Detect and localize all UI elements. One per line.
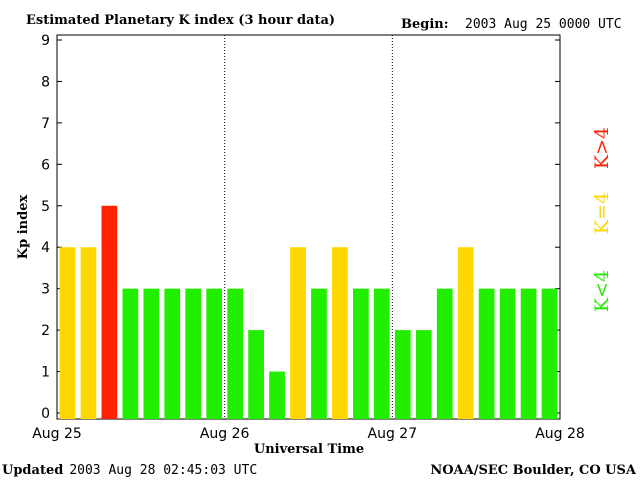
y-tick-label: 8 [41, 74, 50, 90]
y-tick-label: 1 [41, 365, 50, 381]
legend-high: K>4 [591, 127, 613, 169]
y-tick-label: 4 [41, 240, 50, 256]
kp-bar [248, 330, 264, 419]
kp-bar [59, 247, 76, 419]
kp-bar [122, 288, 139, 419]
kp-bar [499, 288, 516, 419]
y-tick-label: 2 [41, 323, 50, 339]
kp-bar [164, 288, 181, 419]
kp-bar [394, 330, 411, 419]
y-tick-label: 3 [41, 282, 50, 298]
legend-low: K<4 [591, 270, 613, 312]
kp-bar [269, 371, 285, 419]
x-day-label: Aug 25 [32, 426, 82, 442]
x-day-label: Aug 27 [368, 426, 418, 442]
kp-bar [436, 288, 453, 419]
updated-line: Updated 2003 Aug 28 02:45:03 UTC [2, 463, 257, 478]
kp-bar [415, 330, 432, 419]
kp-bar [227, 288, 244, 419]
kp-bar [206, 288, 223, 419]
kp-bar [541, 288, 558, 419]
y-tick-label: 7 [41, 116, 50, 132]
credit-text: NOAA/SEC Boulder, CO USA [430, 463, 637, 478]
bars [59, 205, 558, 419]
x-axis-day-labels: Aug 25 Aug 26 Aug 27 Aug 28 [32, 426, 585, 442]
kp-bar [373, 288, 390, 419]
kp-bar [101, 205, 118, 419]
kp-bar [311, 288, 327, 419]
chart-title: Estimated Planetary K index (3 hour data… [26, 13, 335, 28]
kp-bar [520, 288, 537, 419]
x-axis-label: Universal Time [254, 442, 364, 457]
kp-bar [290, 247, 306, 419]
kp-bar [143, 288, 160, 419]
kp-bar [332, 247, 348, 419]
x-day-label: Aug 28 [535, 426, 585, 442]
legend-mid: K=4 [591, 192, 613, 234]
kp-bar [457, 247, 474, 419]
day-dividers [224, 35, 393, 419]
kp-bar [185, 288, 202, 419]
kp-bar [80, 247, 97, 419]
y-tick-label: 6 [41, 157, 50, 173]
x-day-label: Aug 26 [200, 426, 250, 442]
y-axis-label: Kp index [16, 195, 31, 260]
y-tick-label: 9 [41, 33, 50, 49]
kp-bar [353, 288, 369, 419]
plot-frame [56, 34, 561, 420]
begin-label: Begin: [401, 17, 449, 32]
y-axis-ticks: 0 1 2 3 4 5 6 7 8 9 [41, 33, 560, 422]
updated-label: Updated [2, 463, 63, 478]
updated-value: 2003 Aug 28 02:45:03 UTC [69, 463, 257, 478]
begin-value: 2003 Aug 25 0000 UTC [465, 17, 622, 32]
y-tick-label: 0 [41, 406, 50, 422]
kp-bar [478, 288, 495, 419]
y-tick-label: 5 [41, 199, 50, 215]
